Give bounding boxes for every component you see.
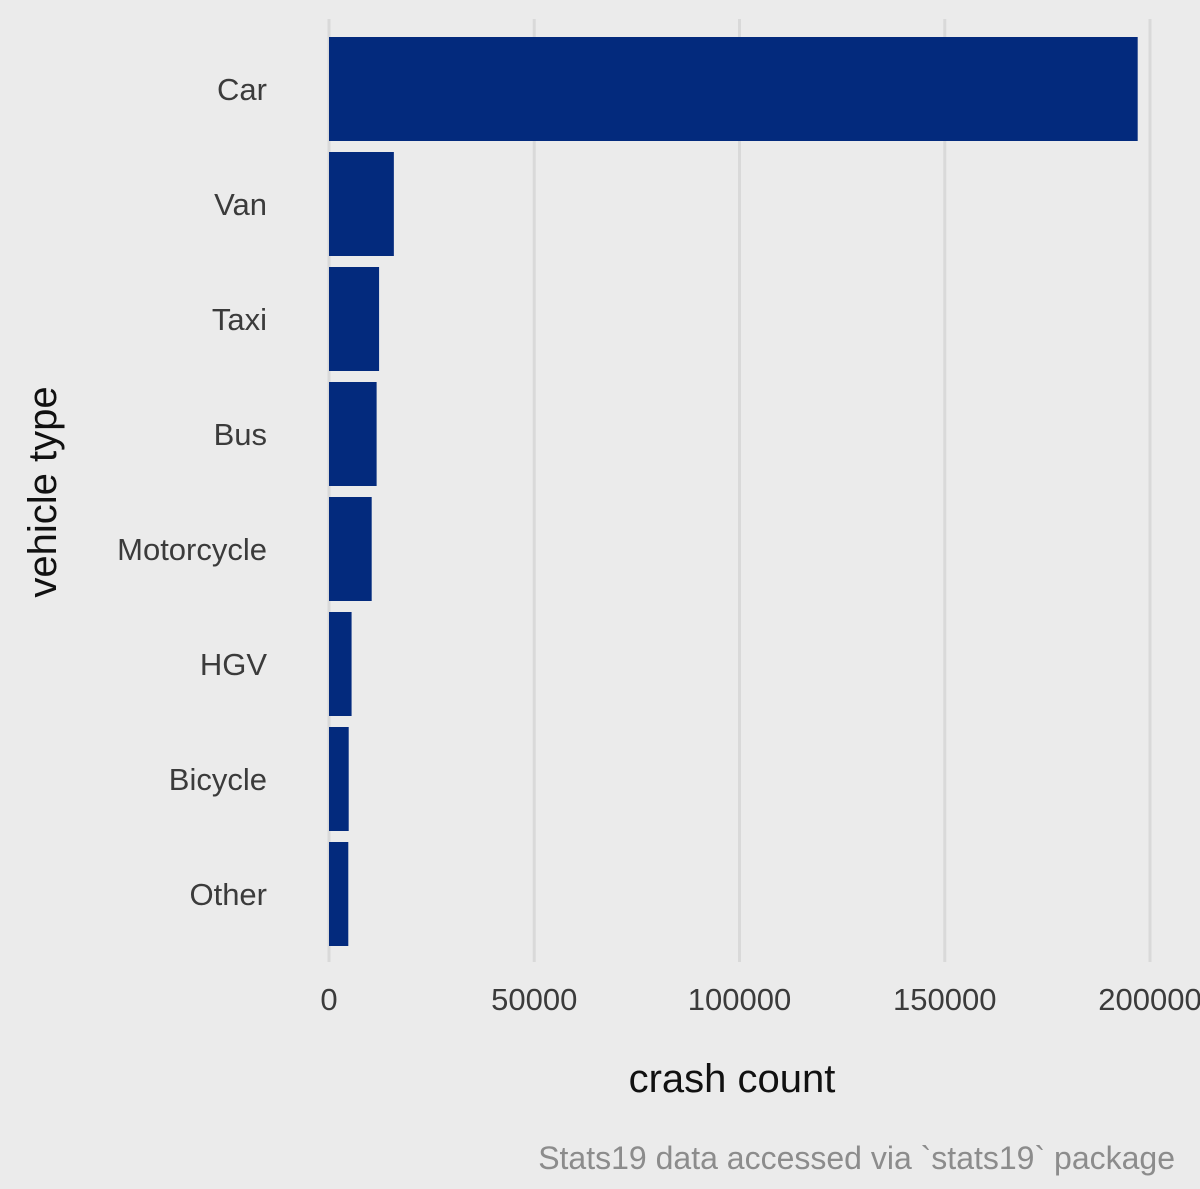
x-tick-label: 50000 xyxy=(491,982,577,1017)
bar-taxi xyxy=(329,267,380,371)
y-tick-label-bicycle: Bicycle xyxy=(169,762,267,797)
bars xyxy=(329,37,1138,946)
bar-other xyxy=(329,842,349,946)
bar-motorcycle xyxy=(329,497,372,601)
x-tick-label: 100000 xyxy=(688,982,791,1017)
bar-van xyxy=(329,152,394,256)
y-tick-labels: Car Van Taxi Bus Motorcycle HGV Bicycle Other xyxy=(117,72,267,912)
y-tick-label-other: Other xyxy=(189,877,267,912)
bar-bicycle xyxy=(329,727,349,831)
y-tick-label-motorcycle: Motorcycle xyxy=(117,532,267,567)
bar-car xyxy=(329,37,1138,141)
y-axis-title: vehicle type xyxy=(21,386,65,597)
caption: Stats19 data accessed via `stats19` pack… xyxy=(538,1140,1175,1176)
y-tick-label-car: Car xyxy=(217,72,267,107)
x-tick-label: 200000 xyxy=(1098,982,1200,1017)
bar-bus xyxy=(329,382,377,486)
y-tick-label-van: Van xyxy=(214,187,267,222)
x-axis-title: crash count xyxy=(629,1057,836,1101)
bar-hgv xyxy=(329,612,352,716)
y-tick-label-taxi: Taxi xyxy=(212,302,267,337)
x-tick-label: 0 xyxy=(320,982,337,1017)
x-tick-labels: 0 50000 100000 150000 200000 xyxy=(320,982,1200,1017)
x-tick-label: 150000 xyxy=(893,982,996,1017)
y-tick-label-bus: Bus xyxy=(214,417,267,452)
y-tick-label-hgv: HGV xyxy=(200,647,268,682)
